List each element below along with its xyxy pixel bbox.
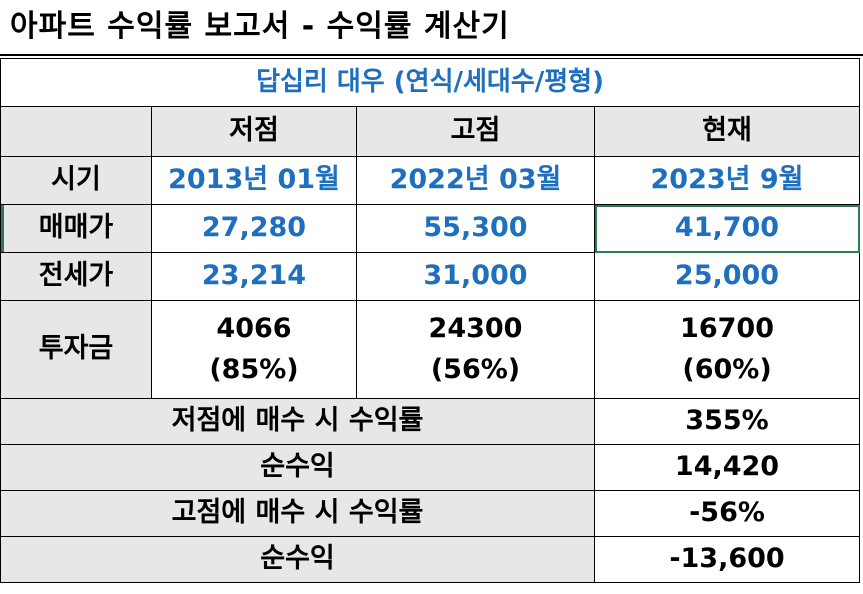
period-low-cell[interactable]: 2013년 01월	[151, 156, 357, 205]
investment-high-percent: (56%)	[430, 353, 521, 385]
summary-value-high-profit[interactable]: -13,600	[593, 536, 861, 583]
col-header-low[interactable]: 저점	[151, 106, 357, 157]
investment-low-percent: (85%)	[209, 353, 299, 385]
investment-low-cell[interactable]: 4066 (85%)	[151, 300, 357, 399]
jeonse-current-cell[interactable]: 25,000	[593, 252, 861, 301]
sale-price-low-cell[interactable]: 27,280	[151, 204, 357, 253]
investment-current-percent: (60%)	[682, 353, 772, 385]
summary-value-low-profit[interactable]: 14,420	[593, 444, 861, 491]
summary-label-low-return[interactable]: 저점에 매수 시 수익률	[0, 398, 595, 445]
summary-label-low-profit[interactable]: 순수익	[0, 444, 595, 491]
period-high-cell[interactable]: 2022년 03월	[356, 156, 595, 205]
row-label-period[interactable]: 시기	[0, 156, 152, 205]
investment-high-amount: 24300	[428, 313, 523, 345]
calc-table: 답십리 대우 (연식/세대수/평형) 저점 고점 현재 시기 2013년 01월…	[0, 58, 861, 583]
investment-low-amount: 4066	[216, 313, 292, 345]
sale-price-high-cell[interactable]: 55,300	[356, 204, 595, 253]
summary-value-low-return[interactable]: 355%	[593, 398, 861, 445]
row-label-sale-price[interactable]: 매매가	[0, 204, 152, 253]
row-label-jeonse-price[interactable]: 전세가	[0, 252, 152, 301]
summary-label-high-profit[interactable]: 순수익	[0, 536, 595, 583]
row-label-investment[interactable]: 투자금	[0, 300, 152, 399]
period-current-cell[interactable]: 2023년 9월	[593, 156, 861, 205]
header-corner-cell[interactable]	[0, 106, 152, 157]
report-title: 아파트 수익률 보고서 - 수익률 계산기	[0, 0, 863, 56]
col-header-current[interactable]: 현재	[593, 106, 861, 157]
summary-value-high-return[interactable]: -56%	[593, 490, 861, 537]
investment-high-cell[interactable]: 24300 (56%)	[356, 300, 595, 399]
sale-price-current-cell-selected[interactable]: 41,700	[593, 204, 861, 253]
investment-current-cell[interactable]: 16700 (60%)	[593, 300, 861, 399]
jeonse-low-cell[interactable]: 23,214	[151, 252, 357, 301]
investment-current-amount: 16700	[680, 313, 774, 345]
summary-label-high-return[interactable]: 고점에 매수 시 수익률	[0, 490, 595, 537]
col-header-high[interactable]: 고점	[356, 106, 595, 157]
complex-subtitle[interactable]: 답십리 대우 (연식/세대수/평형)	[0, 58, 861, 107]
jeonse-high-cell[interactable]: 31,000	[356, 252, 595, 301]
